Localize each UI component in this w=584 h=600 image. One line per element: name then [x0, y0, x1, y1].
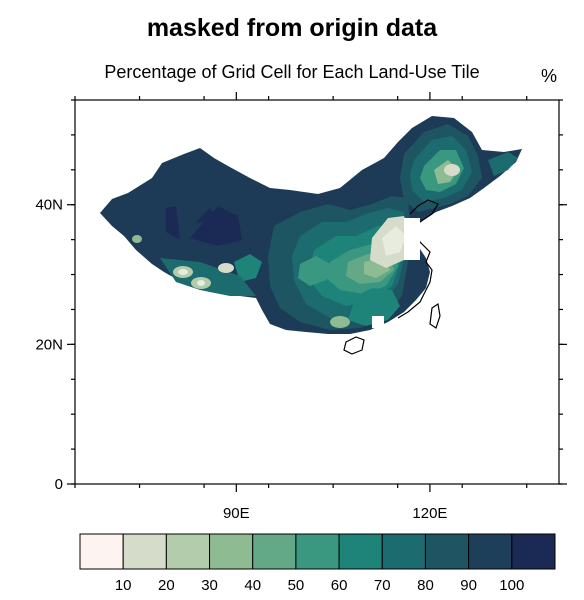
colorbar-swatch: [381, 533, 426, 570]
lon-tick-label: 90E: [223, 505, 250, 522]
colorbar-swatch: [295, 533, 340, 570]
masked-block: [404, 218, 420, 260]
lat-tick-label: 20N: [35, 336, 63, 353]
colorbar-swatch: [511, 533, 556, 570]
colorbar-swatch: [338, 533, 383, 570]
map-frame: [74, 99, 560, 485]
colorbar-swatch: [424, 533, 470, 570]
colorbar-label: 90: [460, 577, 477, 594]
lat-tick-label: 0: [55, 476, 63, 493]
map-subtitle: Percentage of Grid Cell for Each Land-Us…: [104, 62, 480, 82]
colorbar-label: 40: [244, 577, 261, 594]
colorbar-swatch: [122, 533, 167, 570]
hainan-island: [343, 336, 365, 355]
lon-tick-label: 120E: [412, 505, 447, 522]
colorbar-swatch: [79, 533, 124, 570]
units-label: %: [541, 66, 558, 86]
taiwan-island: [429, 302, 441, 329]
dark-spots: [166, 206, 242, 246]
axis-ticks: 40N 20N 0 90E 120E: [35, 92, 567, 522]
colorbar-label: 10: [115, 577, 132, 594]
colorbar-swatch: [252, 533, 297, 570]
colorbar: 10 20 30 40 50 60 70 80 90 100: [79, 533, 556, 594]
colorbar-label: 60: [331, 577, 348, 594]
map-title: masked from origin data: [146, 14, 438, 42]
colorbar-label: 50: [288, 577, 305, 594]
colorbar-label: 100: [499, 577, 524, 594]
colorbar-label: 80: [417, 577, 434, 594]
lat-tick-label: 40N: [35, 197, 63, 214]
colorbar-swatch: [165, 533, 211, 570]
colorbar-swatch: [209, 533, 254, 570]
colorbar-swatch: [468, 533, 513, 570]
colorbar-label: 20: [158, 577, 175, 594]
map-content: [100, 116, 522, 355]
colorbar-label: 70: [374, 577, 391, 594]
masked-block: [372, 316, 384, 328]
coastline: [397, 199, 439, 319]
colorbar-label: 30: [201, 577, 218, 594]
bright-spots: [132, 164, 460, 328]
